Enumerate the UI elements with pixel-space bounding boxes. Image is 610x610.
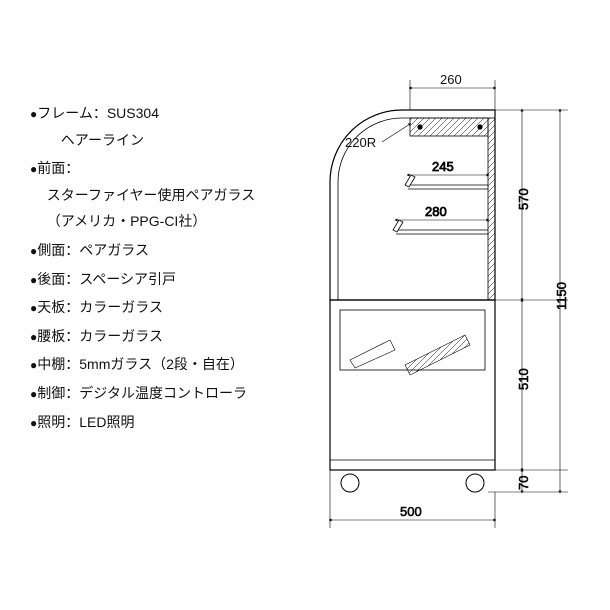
shelf-2: 280 <box>393 204 488 234</box>
spec-list: ●フレーム：SUS304 ヘアーライン ●前面： スターファイヤー使用ペアガラス… <box>30 40 310 570</box>
dim-bottom-width: 500 <box>330 470 495 528</box>
spec-light: ●照明：LED照明 <box>30 409 310 436</box>
svg-text:245: 245 <box>432 159 454 174</box>
spec-top: ●天板：カラーガラス <box>30 294 310 321</box>
svg-text:260: 260 <box>440 72 462 87</box>
svg-text:280: 280 <box>425 204 447 219</box>
dim-top-width: 260 <box>410 72 495 110</box>
svg-text:500: 500 <box>400 504 422 519</box>
shelf-1: 245 <box>405 159 488 189</box>
svg-text:570: 570 <box>516 188 531 210</box>
svg-text:70: 70 <box>516 476 531 490</box>
svg-text:510: 510 <box>516 368 531 390</box>
svg-text:220R: 220R <box>345 135 376 150</box>
spec-control: ●制御：デジタル温度コントローラ <box>30 380 310 407</box>
spec-waist: ●腰板：カラーガラス <box>30 323 310 350</box>
spec-side: ●側面：ペアガラス <box>30 237 310 264</box>
svg-text:1150: 1150 <box>554 282 569 310</box>
technical-drawing: 260 220R <box>310 40 590 570</box>
spec-frame: ●フレーム：SUS304 ヘアーライン <box>30 100 310 153</box>
spec-back: ●後面：スペーシア引戸 <box>30 266 310 293</box>
cabinet-outline <box>330 110 495 492</box>
spec-shelf: ●中棚：5mmガラス（2段・自在） <box>30 351 310 378</box>
rear-frame <box>488 118 495 300</box>
spec-front: ●前面： スターファイヤー使用ペアガラス （アメリカ・PPG-CI社） <box>30 155 310 235</box>
dim-right: 570 510 70 1150 <box>488 110 569 492</box>
